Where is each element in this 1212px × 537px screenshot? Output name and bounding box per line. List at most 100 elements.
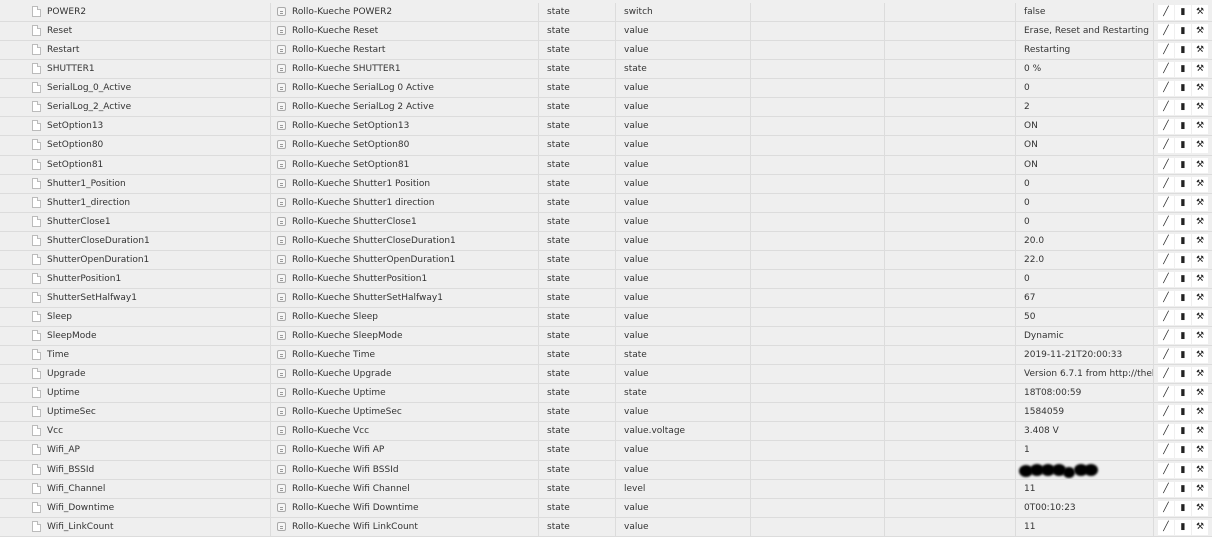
settings-button[interactable]: ⚒: [1192, 386, 1208, 402]
settings-button[interactable]: ⚒: [1192, 462, 1208, 478]
value-cell[interactable]: 18T08:00:59: [1015, 384, 1153, 403]
table-row[interactable]: Sleep Rollo-Kueche Sleep state value 50 ╱ ▮ ⚒: [0, 308, 1212, 328]
id-cell[interactable]: Shutter1_Position: [0, 175, 270, 193]
value-cell[interactable]: Version 6.7.1 from http://theh: [1015, 365, 1153, 384]
settings-button[interactable]: ⚒: [1192, 348, 1208, 364]
settings-button[interactable]: ⚒: [1192, 100, 1208, 116]
table-row[interactable]: Vcc Rollo-Kueche Vcc state value.voltage 3.4…: [0, 422, 1212, 442]
id-cell[interactable]: UptimeSec: [0, 403, 270, 421]
id-cell[interactable]: ShutterSetHalfway1: [0, 289, 270, 307]
value-cell[interactable]: 1584059: [1015, 403, 1153, 422]
delete-button[interactable]: ▮: [1175, 195, 1191, 211]
table-row[interactable]: ShutterSetHalfway1 Rollo-Kueche ShutterSe…: [0, 288, 1212, 308]
edit-button[interactable]: ╱: [1158, 500, 1174, 516]
edit-button[interactable]: ╱: [1158, 329, 1174, 345]
delete-button[interactable]: ▮: [1175, 443, 1191, 459]
delete-button[interactable]: ▮: [1175, 214, 1191, 230]
value-cell[interactable]: false: [1015, 3, 1153, 22]
delete-button[interactable]: ▮: [1175, 405, 1191, 421]
value-cell[interactable]: [1015, 460, 1153, 479]
table-row[interactable]: Upgrade Rollo-Kueche Upgrade state value Ver…: [0, 365, 1212, 385]
settings-button[interactable]: ⚒: [1192, 329, 1208, 345]
edit-button[interactable]: ╱: [1158, 252, 1174, 268]
settings-button[interactable]: ⚒: [1192, 405, 1208, 421]
edit-button[interactable]: ╱: [1158, 157, 1174, 173]
table-row[interactable]: ShutterClose1 Rollo-Kueche ShutterClose1 s…: [0, 212, 1212, 232]
edit-button[interactable]: ╱: [1158, 214, 1174, 230]
id-cell[interactable]: SHUTTER1: [0, 60, 270, 78]
value-cell[interactable]: 22.0: [1015, 250, 1153, 269]
value-cell[interactable]: ON: [1015, 136, 1153, 155]
id-cell[interactable]: Wifi_BSSId: [0, 461, 270, 479]
value-cell[interactable]: 2: [1015, 98, 1153, 117]
id-cell[interactable]: SetOption13: [0, 117, 270, 135]
delete-button[interactable]: ▮: [1175, 24, 1191, 40]
delete-button[interactable]: ▮: [1175, 310, 1191, 325]
settings-button[interactable]: ⚒: [1192, 81, 1208, 97]
table-row[interactable]: SHUTTER1 Rollo-Kueche SHUTTER1 state state 0…: [0, 60, 1212, 80]
id-cell[interactable]: Time: [0, 346, 270, 364]
settings-button[interactable]: ⚒: [1192, 138, 1208, 154]
settings-button[interactable]: ⚒: [1192, 119, 1208, 135]
edit-button[interactable]: ╱: [1158, 5, 1174, 20]
id-cell[interactable]: Vcc: [0, 422, 270, 440]
id-cell[interactable]: SerialLog_2_Active: [0, 98, 270, 116]
delete-button[interactable]: ▮: [1175, 252, 1191, 268]
settings-button[interactable]: ⚒: [1192, 24, 1208, 40]
table-row[interactable]: SerialLog_0_Active Rollo-Kueche SerialLog…: [0, 79, 1212, 99]
id-cell[interactable]: ShutterCloseDuration1: [0, 232, 270, 250]
delete-button[interactable]: ▮: [1175, 500, 1191, 516]
settings-button[interactable]: ⚒: [1192, 310, 1208, 325]
table-row[interactable]: SetOption81 Rollo-Kueche SetOption81 state…: [0, 155, 1212, 175]
edit-button[interactable]: ╱: [1158, 462, 1174, 478]
value-cell[interactable]: 0T00:10:23: [1015, 498, 1153, 517]
table-row[interactable]: Wifi_AP Rollo-Kueche Wifi AP state value 1 ╱ ▮…: [0, 441, 1212, 461]
table-row[interactable]: ShutterPosition1 Rollo-Kueche ShutterPosi…: [0, 269, 1212, 289]
edit-button[interactable]: ╱: [1158, 138, 1174, 154]
id-cell[interactable]: Sleep: [0, 308, 270, 326]
table-row[interactable]: SerialLog_2_Active Rollo-Kueche SerialLog…: [0, 98, 1212, 118]
table-row[interactable]: Wifi_Downtime Rollo-Kueche Wifi Downtime s…: [0, 498, 1212, 518]
id-cell[interactable]: Wifi_Downtime: [0, 499, 270, 517]
value-cell[interactable]: 0: [1015, 193, 1153, 212]
edit-button[interactable]: ╱: [1158, 367, 1174, 383]
table-row[interactable]: ShutterOpenDuration1 Rollo-Kueche Shutter…: [0, 250, 1212, 270]
delete-button[interactable]: ▮: [1175, 176, 1191, 192]
value-cell[interactable]: 0: [1015, 79, 1153, 98]
delete-button[interactable]: ▮: [1175, 386, 1191, 402]
edit-button[interactable]: ╱: [1158, 271, 1174, 287]
table-row[interactable]: Shutter1_Position Rollo-Kueche Shutter1 P…: [0, 174, 1212, 194]
delete-button[interactable]: ▮: [1175, 271, 1191, 287]
id-cell[interactable]: Wifi_AP: [0, 441, 270, 459]
value-cell[interactable]: 67: [1015, 288, 1153, 307]
edit-button[interactable]: ╱: [1158, 519, 1174, 535]
id-cell[interactable]: Uptime: [0, 384, 270, 402]
edit-button[interactable]: ╱: [1158, 43, 1174, 59]
id-cell[interactable]: SetOption81: [0, 156, 270, 174]
edit-button[interactable]: ╱: [1158, 348, 1174, 364]
table-row[interactable]: SetOption80 Rollo-Kueche SetOption80 state…: [0, 136, 1212, 156]
id-cell[interactable]: Wifi_LinkCount: [0, 518, 270, 536]
id-cell[interactable]: Shutter1_direction: [0, 194, 270, 212]
table-row[interactable]: Wifi_BSSId Rollo-Kueche Wifi BSSId state va…: [0, 460, 1212, 480]
edit-button[interactable]: ╱: [1158, 405, 1174, 421]
value-cell[interactable]: Erase, Reset and Restarting: [1015, 22, 1153, 41]
delete-button[interactable]: ▮: [1175, 81, 1191, 97]
value-cell[interactable]: 11: [1015, 517, 1153, 536]
settings-button[interactable]: ⚒: [1192, 424, 1208, 440]
table-row[interactable]: Time Rollo-Kueche Time state state 2019-11-2…: [0, 346, 1212, 366]
value-cell[interactable]: 0 %: [1015, 60, 1153, 79]
edit-button[interactable]: ╱: [1158, 386, 1174, 402]
table-row[interactable]: Uptime Rollo-Kueche Uptime state state 18T08…: [0, 384, 1212, 404]
delete-button[interactable]: ▮: [1175, 62, 1191, 78]
delete-button[interactable]: ▮: [1175, 100, 1191, 116]
delete-button[interactable]: ▮: [1175, 157, 1191, 173]
value-cell[interactable]: 0: [1015, 174, 1153, 193]
delete-button[interactable]: ▮: [1175, 138, 1191, 154]
table-row[interactable]: Reset Rollo-Kueche Reset state value Erase, …: [0, 22, 1212, 42]
table-row[interactable]: SleepMode Rollo-Kueche SleepMode state valu…: [0, 327, 1212, 347]
id-cell[interactable]: ShutterOpenDuration1: [0, 251, 270, 269]
edit-button[interactable]: ╱: [1158, 310, 1174, 325]
delete-button[interactable]: ▮: [1175, 462, 1191, 478]
value-cell[interactable]: 3.408 V: [1015, 422, 1153, 441]
